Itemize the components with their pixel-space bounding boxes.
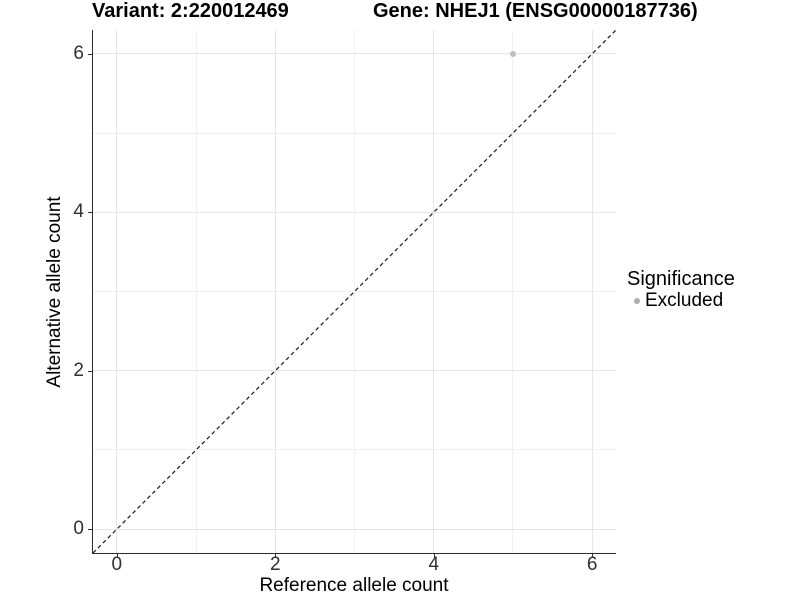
x-axis-tick (592, 554, 594, 558)
y-axis-tick (88, 370, 92, 372)
identity-line (93, 30, 616, 553)
legend-title: Significance (627, 268, 735, 290)
gridline-y-major (93, 370, 616, 372)
y-axis-tick-label: 0 (73, 518, 84, 540)
gridline-x-minor (512, 30, 514, 553)
gene-title: Gene: NHEJ1 (ENSG00000187736) (373, 0, 698, 22)
legend-marker-circle-icon (634, 298, 640, 304)
y-axis-title: Alternative allele count (44, 196, 65, 388)
plot-panel (92, 30, 616, 554)
y-axis-tick-label: 4 (73, 201, 84, 223)
gridline-y-major (93, 211, 616, 213)
y-axis-tick (88, 212, 92, 214)
gridline-x-major (591, 30, 593, 553)
gridline-x-major (274, 30, 276, 553)
y-axis-tick-label: 2 (73, 359, 84, 381)
gridline-y-major (93, 53, 616, 55)
gridline-x-major (116, 30, 118, 553)
data-point (509, 50, 516, 57)
x-axis-tick (433, 554, 435, 558)
gridline-y-major (93, 528, 616, 530)
legend-entries: Excluded (627, 291, 735, 311)
x-axis-tick-label: 6 (586, 554, 598, 575)
variant-title: Variant: 2:220012469 (92, 0, 289, 22)
y-axis-tick (88, 53, 92, 55)
y-axis-tick-label: 6 (73, 42, 84, 64)
y-axis-tick (88, 529, 92, 531)
legend-entry-label: Excluded (645, 290, 724, 311)
gridline-x-major (433, 30, 435, 553)
x-axis-title: Reference allele count (259, 575, 449, 596)
gridline-x-minor (354, 30, 355, 553)
x-axis-tick (275, 554, 277, 558)
x-axis-tick-label: 0 (111, 554, 123, 575)
x-axis-tick-label: 2 (269, 554, 281, 575)
gridline-x-minor (195, 30, 197, 553)
legend-entry: Excluded (627, 291, 735, 311)
x-axis-tick (116, 554, 118, 558)
plot-area (93, 30, 616, 553)
x-axis-tick-label: 4 (428, 554, 440, 575)
legend: Significance Excluded (627, 268, 735, 311)
